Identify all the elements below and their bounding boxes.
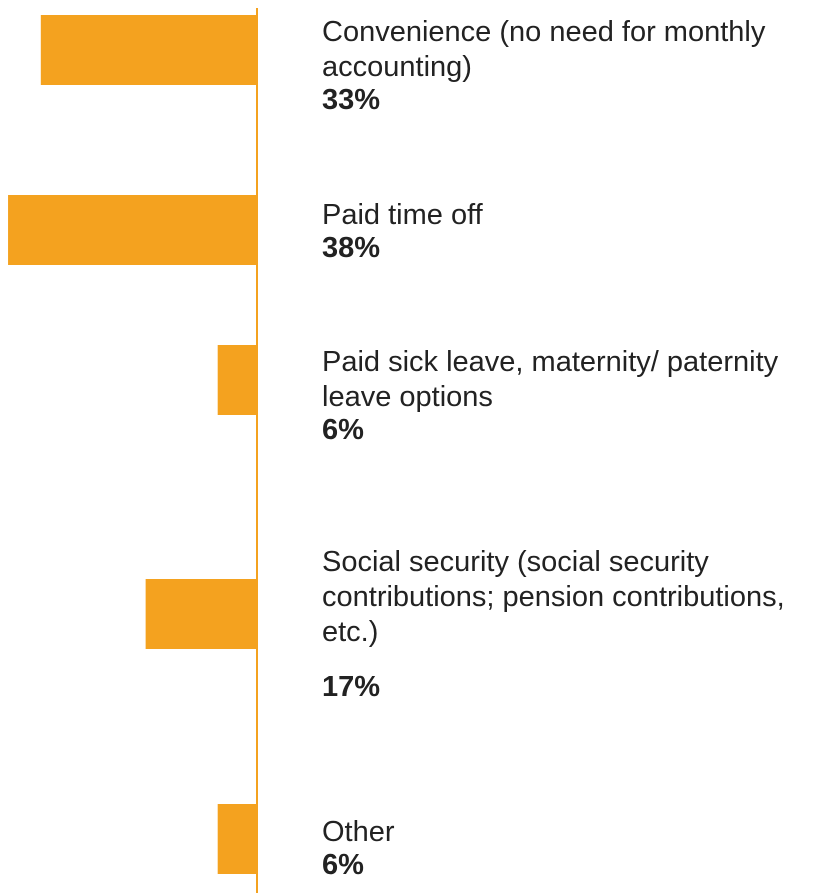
bar-label: Paid sick leave, maternity/ paternity le… [322, 345, 817, 445]
category-label: Paid sick leave, maternity/ paternity le… [322, 346, 779, 413]
value-label: 38% [322, 232, 381, 264]
bar-label: Other 6% [322, 815, 817, 880]
value-label: 17% [322, 671, 381, 703]
category-label: Convenience (no need for monthly account… [322, 16, 766, 83]
bar [217, 345, 257, 415]
bar [145, 579, 257, 649]
bar-label: Paid time off 38% [322, 198, 817, 263]
bar [8, 195, 257, 265]
value-label: 6% [322, 849, 364, 881]
bar [217, 804, 257, 874]
bar-label: Convenience (no need for monthly account… [322, 15, 817, 115]
value-label: 33% [322, 84, 381, 116]
value-label: 6% [322, 414, 364, 446]
category-label: Social security (social security contrib… [322, 546, 785, 648]
bar-label: Social security (social security contrib… [322, 545, 817, 702]
bar [40, 15, 257, 85]
category-label: Paid time off [322, 199, 483, 231]
category-label: Other [322, 816, 395, 848]
